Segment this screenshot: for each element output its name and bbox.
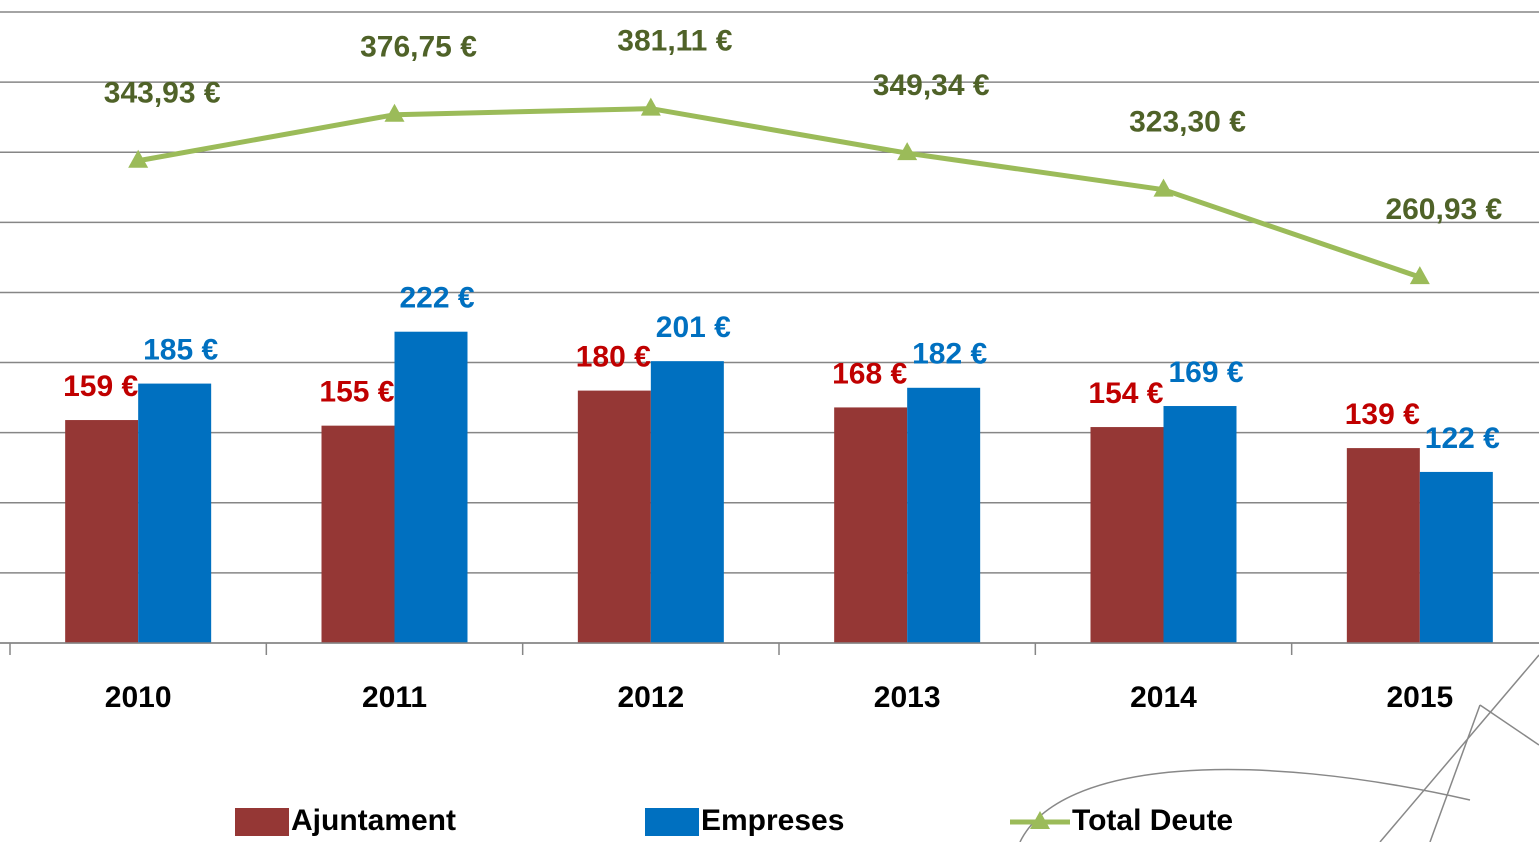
x-tick-label: 2014	[1130, 681, 1197, 714]
bar	[1163, 406, 1237, 643]
x-tick-label: 2013	[874, 681, 941, 714]
line-marker	[640, 97, 661, 116]
data-label: 381,11 €	[617, 25, 732, 58]
data-label: 154 €	[1088, 377, 1163, 410]
data-label: 260,93 €	[1385, 193, 1502, 226]
legend-label: Empreses	[701, 804, 844, 837]
bar	[907, 387, 981, 643]
legend-label: Total Deute	[1072, 804, 1233, 837]
line-marker	[1153, 178, 1174, 197]
data-label: 349,34 €	[873, 69, 990, 102]
legend-swatch	[645, 808, 699, 836]
decor-line	[1429, 704, 1481, 842]
bar	[650, 361, 724, 643]
data-label: 168 €	[832, 357, 907, 390]
bar	[1346, 448, 1420, 643]
decor-curve	[1019, 768, 1471, 842]
data-label: 139 €	[1345, 398, 1420, 431]
data-label: 182 €	[912, 338, 987, 371]
data-label: 122 €	[1425, 422, 1500, 455]
data-label: 222 €	[399, 282, 474, 315]
data-label: 159 €	[63, 370, 138, 403]
data-label: 169 €	[1168, 356, 1243, 389]
x-tick-label: 2015	[1386, 681, 1453, 714]
bar	[321, 425, 395, 643]
line-marker	[897, 142, 918, 161]
legend-swatch	[235, 808, 289, 836]
legend-swatch	[1030, 811, 1050, 829]
bar	[577, 390, 651, 643]
bar	[394, 331, 468, 643]
line-marker	[384, 103, 405, 122]
x-tick-label: 2012	[617, 681, 684, 714]
line-marker	[1409, 266, 1430, 285]
bar	[1090, 427, 1164, 643]
bar	[834, 407, 908, 643]
data-label: 155 €	[319, 376, 394, 409]
decor-line	[1379, 654, 1539, 842]
data-label: 323,30 €	[1129, 106, 1246, 139]
line-marker	[128, 149, 149, 168]
data-label: 201 €	[656, 311, 731, 344]
bar	[138, 383, 212, 643]
legend-label: Ajuntament	[291, 804, 456, 837]
line	[137, 106, 1421, 280]
decor-line	[1479, 704, 1539, 746]
decoration	[1019, 654, 1539, 842]
bar	[1419, 471, 1493, 643]
data-label: 185 €	[143, 334, 218, 367]
data-label: 343,93 €	[104, 77, 221, 110]
x-tick-label: 2010	[105, 681, 172, 714]
data-label: 180 €	[576, 341, 651, 374]
bar	[65, 420, 139, 643]
x-tick-label: 2011	[362, 681, 427, 714]
data-label: 376,75 €	[360, 31, 477, 64]
